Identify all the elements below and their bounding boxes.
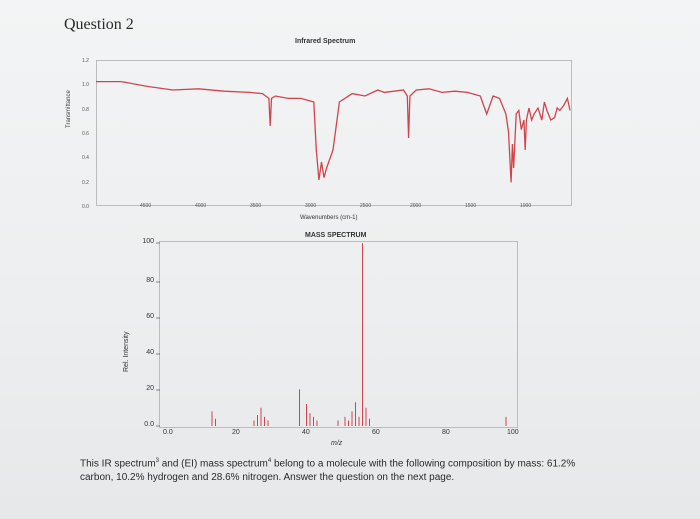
ir-y-tick-label: 0.0: [82, 203, 89, 210]
ir-chart-title: Infrared Spectrum: [295, 38, 356, 45]
ir-y-tick-label: 1.2: [82, 58, 89, 64]
ir-x-tick-label: 4500: [140, 203, 152, 209]
ir-spectrum-line: [96, 80, 571, 183]
ir-y-tick-label: 0.4: [82, 155, 89, 162]
question-title: Question 2: [64, 16, 134, 33]
ir-plot-frame: [96, 60, 572, 206]
ms-x-tick-label: 0.0: [163, 429, 173, 436]
ir-y-tick-label: 0.8: [82, 106, 89, 113]
ir-x-axis-label: Wavenumbers (cm-1): [300, 215, 358, 221]
ms-x-tick-label: 100: [507, 429, 519, 436]
ms-y-tick-label: 60: [146, 313, 154, 320]
caption-middle: and (EI) mass spectrum: [158, 458, 268, 470]
ms-chart-title: MASS SPECTRUM: [305, 232, 367, 239]
caption-suffix: belong to a molecule with the following …: [80, 458, 576, 484]
caption-sup-2: 4: [267, 458, 272, 464]
ms-y-tick-label: 80: [146, 277, 154, 284]
ms-x-tick-label: 20: [232, 429, 240, 436]
caption-text: This IR spectrum3 and (EI) mass spectrum…: [80, 454, 580, 485]
ir-x-tick-label: 4000: [195, 203, 207, 209]
caption-prefix: This IR spectrum: [80, 458, 156, 470]
ir-x-tick-label: 3500: [250, 203, 262, 209]
ms-x-tick-label: 40: [302, 429, 310, 436]
caption-sup-1: 3: [155, 458, 159, 464]
ms-y-tick-label: 0.0: [144, 421, 154, 428]
ir-x-tick-label: 1500: [465, 203, 477, 209]
ms-y-tick-label: 100: [142, 238, 154, 245]
ms-x-tick-label: 60: [372, 429, 380, 436]
ms-y-tick-label: 40: [146, 349, 154, 356]
ms-x-tick-label: 80: [442, 429, 450, 436]
ms-x-axis-label: m/z: [331, 440, 343, 447]
ir-x-tick-label: 3000: [305, 203, 317, 209]
ms-plot-frame: [159, 241, 518, 428]
ir-x-tick-label: 2500: [360, 203, 372, 209]
ir-x-tick-label: 1000: [520, 203, 532, 209]
ir-y-tick-label: 1.0: [82, 82, 89, 89]
ir-y-tick-label: 0.6: [82, 130, 89, 137]
ir-y-tick-label: 0.2: [82, 179, 89, 186]
ir-x-tick-label: 2000: [410, 203, 422, 209]
ms-y-tick-label: 20: [146, 385, 154, 392]
